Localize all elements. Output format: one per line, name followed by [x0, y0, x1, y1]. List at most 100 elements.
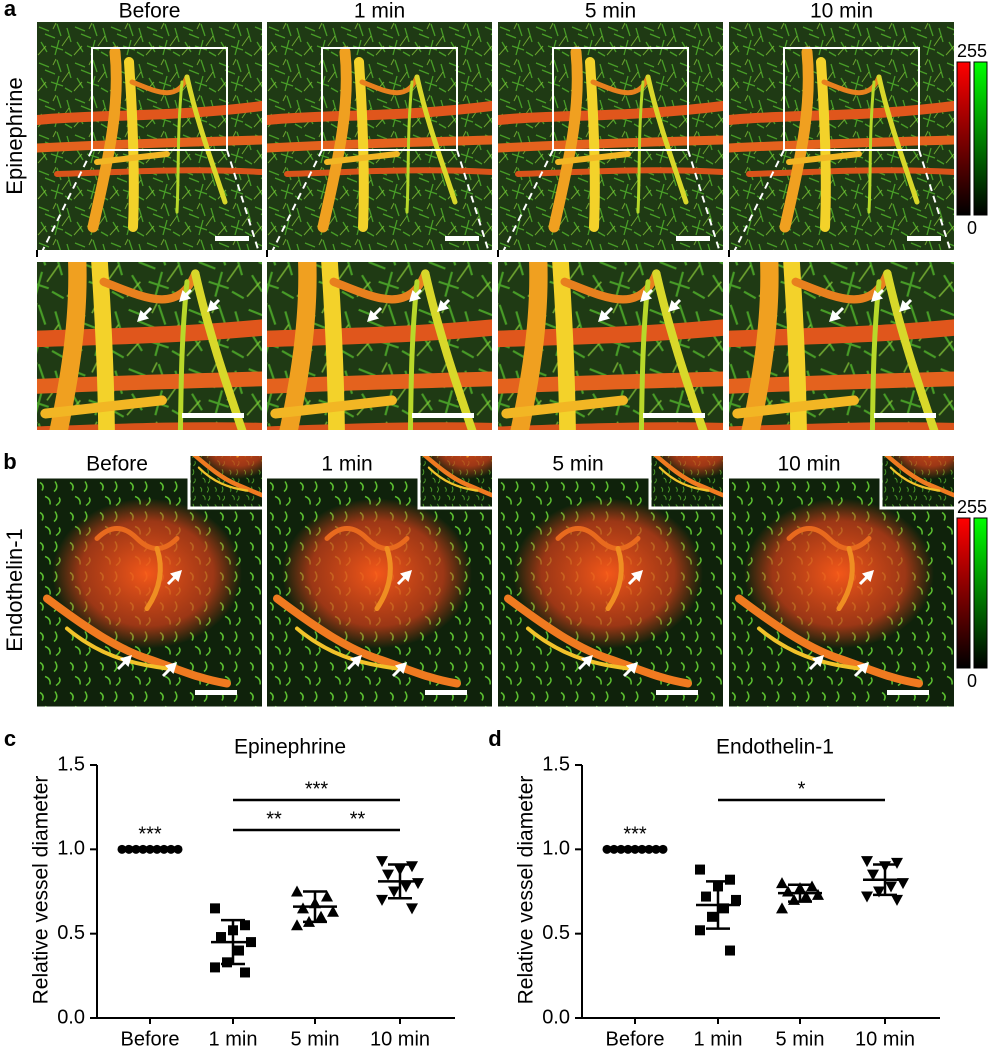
label: 10 min: [370, 1028, 430, 1050]
point: [776, 877, 788, 889]
point: [861, 856, 873, 868]
label: a: [4, 0, 17, 21]
image-endothelin: [498, 479, 723, 707]
zoom-guide: [36, 149, 93, 263]
label: 5 min: [585, 0, 636, 23]
arrowhead: [349, 655, 362, 668]
scale-bar: [676, 236, 710, 241]
label: 0.0: [57, 1006, 85, 1028]
label: 5 min: [776, 1028, 825, 1050]
label: Before: [119, 0, 181, 23]
label: 0.5: [57, 922, 85, 944]
label: d: [488, 726, 501, 751]
colorbar-green: [973, 517, 988, 669]
image-overview: [267, 22, 492, 250]
inset-border: [648, 456, 723, 510]
point: [321, 890, 333, 902]
point: [291, 885, 303, 897]
point: [376, 894, 388, 906]
point: [800, 890, 812, 902]
label: 1 min: [209, 1028, 258, 1050]
arrowhead: [119, 655, 132, 668]
arrowhead: [871, 289, 884, 302]
zoom-guide: [918, 149, 955, 263]
label: Before: [86, 453, 148, 476]
inset-border: [187, 456, 262, 510]
image-endothelin: [37, 479, 262, 707]
label: 1.5: [57, 753, 85, 775]
arrowhead: [640, 289, 653, 302]
point: [406, 861, 418, 873]
label: 10 min: [810, 0, 873, 23]
colorbar-red: [956, 517, 971, 669]
label: ***: [305, 778, 329, 800]
zoom-guide: [497, 149, 554, 263]
zoom-box: [321, 47, 458, 151]
point: [602, 844, 612, 854]
arrowhead: [598, 309, 611, 322]
label: 10 min: [855, 1028, 915, 1050]
point: [776, 902, 788, 914]
label: Relative vessel diameter: [30, 776, 53, 1005]
label: ***: [138, 824, 162, 846]
point: [216, 932, 226, 943]
arrowhead: [829, 309, 842, 322]
label: 1 min: [321, 453, 372, 476]
scale-bar: [412, 413, 474, 418]
arrowhead: [437, 299, 450, 312]
point: [701, 891, 711, 902]
label: c: [4, 726, 16, 751]
scale-bar: [445, 236, 479, 241]
label: *: [798, 778, 806, 800]
scale-bar: [643, 413, 705, 418]
point: [885, 881, 897, 893]
label: 1.0: [542, 838, 570, 860]
image-endothelin: [267, 479, 492, 707]
label: 255: [957, 497, 987, 517]
label: 0.0: [542, 1006, 570, 1028]
point: [707, 911, 717, 922]
image-overview: [498, 22, 723, 250]
zoom-guide: [728, 149, 785, 263]
label: **: [350, 808, 366, 830]
label: 0: [967, 218, 977, 238]
image-endothelin: [729, 479, 954, 707]
label: 1.5: [542, 753, 570, 775]
arrowhead: [861, 570, 874, 583]
arrowhead: [207, 299, 220, 312]
point: [210, 962, 220, 973]
scale-bar: [182, 413, 244, 418]
label: 5 min: [552, 453, 603, 476]
point: [406, 903, 418, 915]
arrowhead: [394, 662, 407, 675]
label: 1 min: [354, 0, 405, 23]
point: [376, 856, 388, 868]
label: 10 min: [777, 453, 840, 476]
label: **: [266, 808, 282, 830]
label: 1.0: [57, 838, 85, 860]
arrowhead: [811, 655, 824, 668]
point: [725, 874, 735, 885]
point: [117, 844, 127, 854]
arrowhead: [625, 662, 638, 675]
colorbar-red: [956, 61, 971, 216]
point: [695, 864, 705, 875]
point: [240, 967, 250, 978]
scale-bar: [195, 690, 237, 695]
label: b: [3, 449, 16, 474]
image-overview: [37, 22, 262, 250]
arrowhead: [137, 309, 150, 322]
label: Before: [121, 1028, 180, 1050]
point: [412, 878, 424, 890]
label: Epinephrine: [234, 736, 346, 759]
point: [173, 844, 183, 854]
point: [210, 903, 220, 914]
point: [867, 869, 879, 881]
label: Endothelin-1: [716, 736, 834, 759]
zoom-box: [783, 47, 920, 151]
arrowhead: [367, 309, 380, 322]
scale-bar: [874, 413, 936, 418]
point: [240, 920, 250, 931]
